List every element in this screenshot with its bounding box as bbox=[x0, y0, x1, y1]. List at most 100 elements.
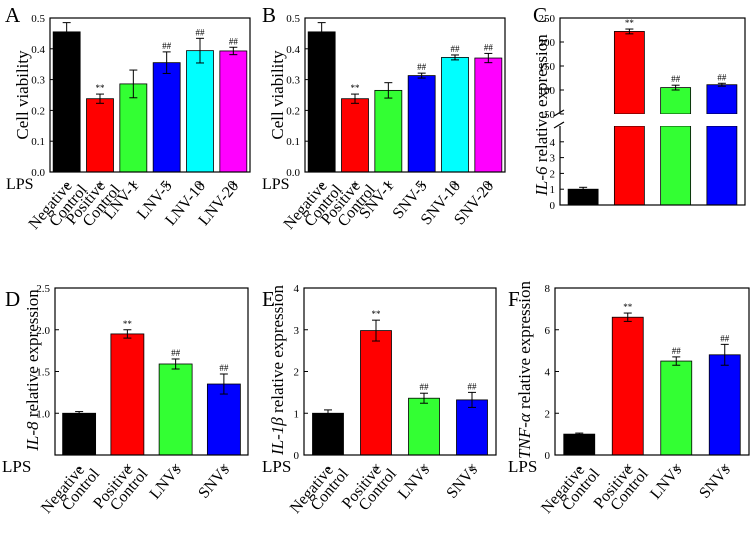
lps-sign: - bbox=[64, 177, 69, 193]
y-tick-label: 0.5 bbox=[31, 13, 45, 25]
y-tick-label: 200 bbox=[539, 37, 556, 49]
plot-frame bbox=[304, 17, 506, 173]
panel-label: C bbox=[533, 3, 547, 27]
lps-sign: + bbox=[171, 460, 179, 476]
bar bbox=[219, 50, 248, 173]
significance-marker: ## bbox=[468, 381, 478, 391]
lps-label: LPS bbox=[6, 176, 34, 193]
significance-marker: ** bbox=[372, 309, 382, 319]
bar bbox=[374, 89, 403, 173]
bar bbox=[110, 333, 145, 456]
lps-sign: + bbox=[721, 460, 729, 476]
y-tick-label: 0.0 bbox=[31, 167, 45, 179]
lps-label: LPS bbox=[508, 457, 537, 476]
lps-sign: + bbox=[624, 460, 632, 476]
bar bbox=[307, 31, 336, 173]
y-tick-label: 0.0 bbox=[286, 167, 300, 179]
y-tick-label: 0.3 bbox=[286, 75, 300, 87]
significance-marker: ** bbox=[351, 83, 361, 93]
significance-marker: ## bbox=[162, 41, 172, 51]
bar bbox=[660, 360, 693, 456]
significance-marker: ** bbox=[123, 319, 133, 329]
bar bbox=[613, 125, 645, 206]
y-tick-label: 1 bbox=[550, 184, 556, 196]
y-tick-label: 4 bbox=[294, 283, 300, 295]
y-axis-label: TNF-α relative expression bbox=[515, 281, 534, 459]
panel-label: F bbox=[508, 287, 520, 311]
lps-label: LPS bbox=[262, 457, 291, 476]
y-tick-label: 0.3 bbox=[31, 75, 45, 87]
significance-marker: ## bbox=[417, 62, 427, 72]
y-axis-label: Cell viability bbox=[13, 50, 32, 140]
significance-marker: ## bbox=[717, 72, 727, 82]
lps-sign: + bbox=[420, 460, 428, 476]
lps-sign: + bbox=[372, 460, 380, 476]
x-tick-label: LNVs bbox=[395, 462, 433, 503]
lps-sign: + bbox=[162, 177, 170, 193]
bar bbox=[660, 125, 692, 206]
chart-panel-A: A Cell viability ** ## ## ## 0.0 0.1 0.2 0.3 0.4 0.… bbox=[5, 3, 251, 233]
y-tick-label: 2 bbox=[294, 367, 300, 379]
y-tick-label: 3 bbox=[294, 325, 300, 337]
bar bbox=[708, 354, 741, 456]
bar bbox=[563, 433, 596, 456]
lps-sign: + bbox=[123, 460, 131, 476]
bar bbox=[706, 125, 738, 206]
y-tick-label: 8 bbox=[545, 283, 551, 295]
lps-sign: + bbox=[468, 460, 476, 476]
y-tick-label: 0.4 bbox=[31, 44, 45, 56]
lps-sign: - bbox=[326, 460, 331, 476]
bar bbox=[86, 98, 114, 173]
bar bbox=[62, 412, 97, 456]
lps-sign: + bbox=[384, 177, 392, 193]
lps-sign: + bbox=[672, 460, 680, 476]
y-tick-label: 0.2 bbox=[286, 105, 300, 117]
y-tick-label: 250 bbox=[539, 13, 556, 25]
y-tick-label: 50 bbox=[544, 109, 556, 121]
panel-label: D bbox=[5, 287, 20, 311]
panel-label: E bbox=[262, 287, 275, 311]
lps-label: LPS bbox=[262, 176, 290, 193]
lps-sign: + bbox=[220, 460, 228, 476]
y-tick-label: 1.5 bbox=[36, 367, 50, 379]
y-tick-label: 0.4 bbox=[286, 44, 300, 56]
significance-marker: ## bbox=[219, 363, 229, 373]
significance-marker: ## bbox=[484, 42, 494, 52]
plot-frame bbox=[49, 17, 251, 173]
bar bbox=[312, 412, 344, 456]
lps-sign: - bbox=[319, 177, 324, 193]
axis-break-gap bbox=[552, 114, 562, 126]
lps-sign: + bbox=[129, 177, 137, 193]
lps-sign: + bbox=[351, 177, 359, 193]
y-tick-label: 2 bbox=[545, 408, 551, 420]
plot-frame bbox=[559, 17, 746, 206]
lps-label: LPS bbox=[2, 457, 31, 476]
y-axis-label: IL-6 relative expression bbox=[532, 34, 551, 197]
significance-marker: ** bbox=[625, 18, 635, 28]
chart-panel-C: C IL-6 relative expression ** ## ## 0 1 2 3 4 50 10… bbox=[532, 3, 746, 212]
significance-marker: ## bbox=[672, 346, 682, 356]
y-tick-label: 3 bbox=[550, 153, 556, 165]
x-tick-label: LNVs bbox=[647, 462, 685, 503]
bar bbox=[186, 50, 214, 173]
bar bbox=[152, 62, 181, 173]
bar bbox=[206, 383, 241, 456]
y-tick-label: 4 bbox=[545, 367, 551, 379]
chart-panel-B: B Cell viability ** ## ## ## 0.0 0.1 0.2 0.3 0.4 0.… bbox=[262, 3, 506, 233]
y-tick-label: 2.5 bbox=[36, 283, 50, 295]
bar bbox=[660, 87, 692, 115]
lps-sign: + bbox=[196, 177, 204, 193]
axis-break-gap bbox=[705, 114, 738, 126]
bar bbox=[706, 84, 738, 115]
lps-sign: + bbox=[417, 177, 425, 193]
bar bbox=[613, 31, 645, 115]
y-tick-label: 2 bbox=[550, 168, 556, 180]
significance-marker: ## bbox=[171, 348, 181, 358]
lps-sign: - bbox=[77, 460, 82, 476]
y-axis-label: IL-8 relative expression bbox=[23, 289, 42, 452]
chart-panel-D: DIL-8 relative expression ** ## ## 1.0 1.5 2.0… bbox=[2, 283, 249, 517]
y-tick-label: 100 bbox=[539, 85, 556, 97]
significance-marker: ## bbox=[671, 74, 681, 84]
bar bbox=[611, 316, 644, 456]
